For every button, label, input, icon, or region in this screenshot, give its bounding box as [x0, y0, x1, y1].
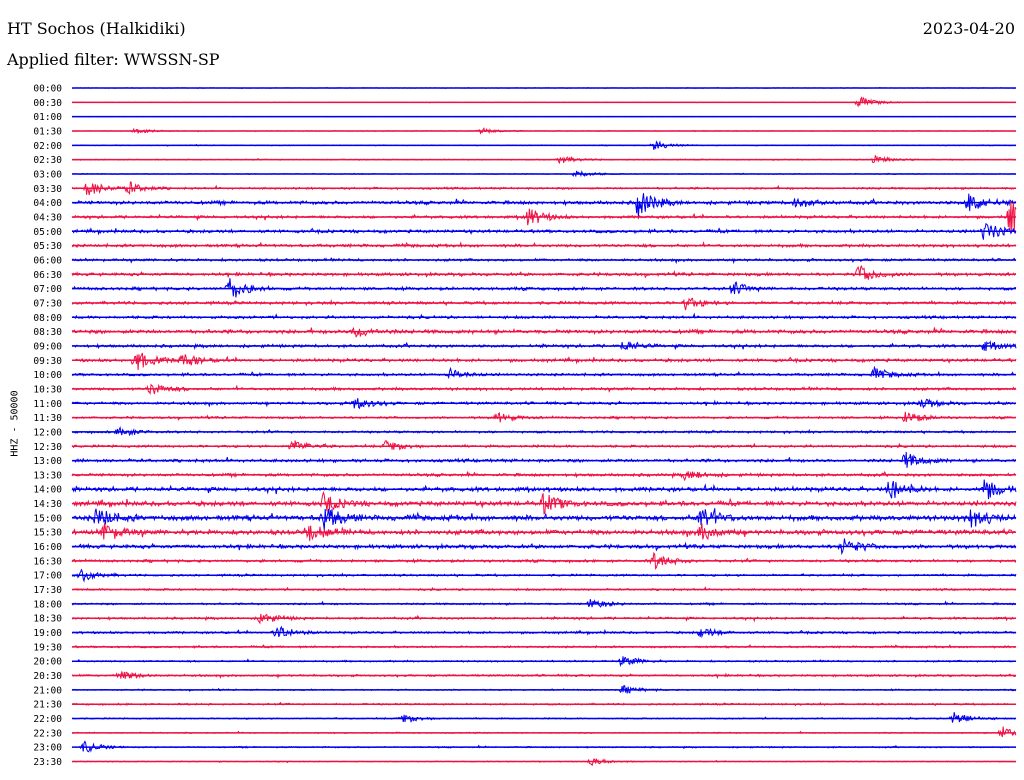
time-label-0000: 00:00	[33, 84, 62, 95]
time-label-2230: 22:30	[33, 728, 62, 739]
time-label-2200: 22:00	[33, 714, 62, 725]
time-label-0200: 02:00	[33, 141, 62, 152]
trace-2200	[71, 712, 1017, 723]
time-label-1200: 12:00	[33, 427, 62, 438]
time-label-1300: 13:00	[33, 456, 62, 467]
trace-0930	[71, 352, 1017, 371]
time-label-1900: 19:00	[33, 628, 62, 639]
time-label-0830: 08:30	[33, 327, 62, 338]
time-label-0600: 06:00	[33, 255, 62, 266]
time-label-0700: 07:00	[33, 284, 62, 295]
time-label-1930: 19:30	[33, 642, 62, 653]
time-label-2130: 21:30	[33, 700, 62, 711]
time-label-0900: 09:00	[33, 341, 62, 352]
time-label-2000: 20:00	[33, 657, 62, 668]
time-label-1730: 17:30	[33, 585, 62, 596]
time-label-2100: 21:00	[33, 685, 62, 696]
time-label-0530: 05:30	[33, 241, 62, 252]
time-label-0630: 06:30	[33, 270, 62, 281]
trace-0730	[71, 297, 1017, 311]
time-label-1000: 10:00	[33, 370, 62, 381]
time-label-1630: 16:30	[33, 556, 62, 567]
time-label-0730: 07:30	[33, 298, 62, 309]
time-label-1030: 10:30	[33, 384, 62, 395]
time-label-0430: 04:30	[33, 212, 62, 223]
time-label-1430: 14:30	[33, 499, 62, 510]
trace-1000	[71, 365, 1017, 380]
trace-2230	[71, 726, 1017, 738]
time-label-1400: 14:00	[33, 485, 62, 496]
time-label-1130: 11:30	[33, 413, 62, 424]
time-label-2030: 20:30	[33, 671, 62, 682]
time-label-2330: 23:30	[33, 757, 62, 768]
trace-1230	[71, 439, 1017, 451]
time-label-1800: 18:00	[33, 599, 62, 610]
trace-0630	[71, 264, 1017, 280]
time-label-1830: 18:30	[33, 614, 62, 625]
time-label-0400: 04:00	[33, 198, 62, 209]
station-title: HT Sochos (Halkidiki)	[7, 19, 186, 38]
trace-0700	[71, 278, 1017, 298]
trace-0800	[71, 312, 1017, 320]
time-label-0330: 03:30	[33, 184, 62, 195]
time-label-0800: 08:00	[33, 313, 62, 324]
time-label-1230: 12:30	[33, 442, 62, 453]
time-label-0100: 01:00	[33, 112, 62, 123]
time-label-2300: 23:00	[33, 743, 62, 754]
time-label-1700: 17:00	[33, 571, 62, 582]
time-label-1530: 15:30	[33, 528, 62, 539]
time-label-0130: 01:30	[33, 126, 62, 137]
record-date: 2023-04-20	[922, 19, 1015, 38]
time-label-0500: 05:00	[33, 227, 62, 238]
filter-label: Applied filter: WWSSN-SP	[7, 50, 220, 69]
time-labels: 00:00 00:30 01:00 01:30 02:00 02:30 03:00 03:30…	[33, 84, 62, 769]
time-label-1600: 16:00	[33, 542, 62, 553]
time-label-0300: 03:00	[33, 169, 62, 180]
time-label-0030: 00:30	[33, 98, 62, 109]
time-label-1500: 15:00	[33, 513, 62, 524]
time-label-0230: 02:30	[33, 155, 62, 166]
time-label-0930: 09:30	[33, 356, 62, 367]
time-label-1100: 11:00	[33, 399, 62, 410]
traces	[71, 86, 1017, 767]
time-label-1330: 13:30	[33, 470, 62, 481]
